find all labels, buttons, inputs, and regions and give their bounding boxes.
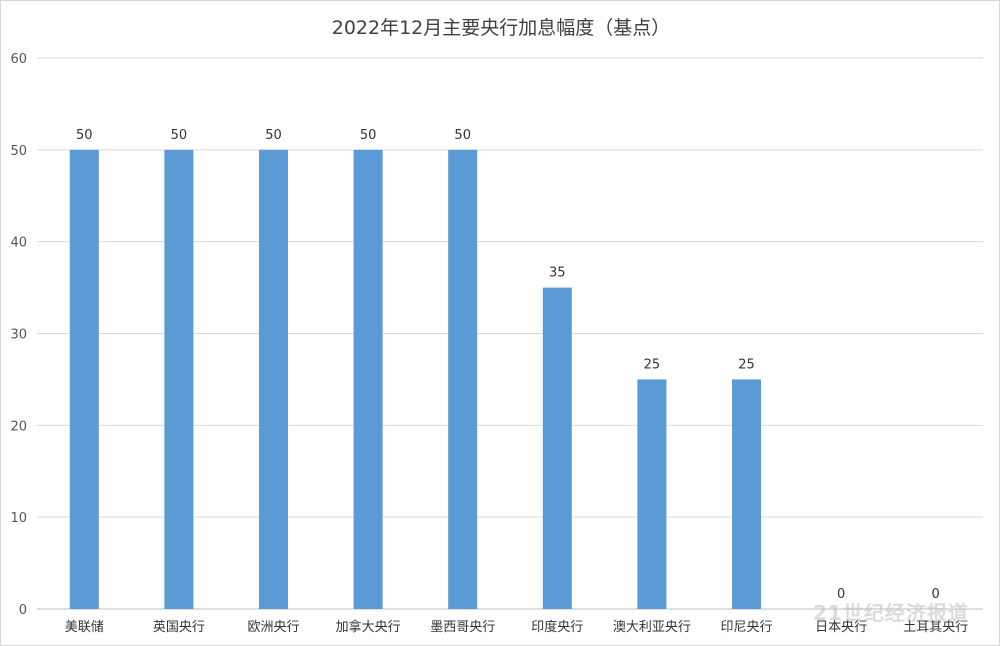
y-tick-label: 30 (10, 328, 27, 343)
x-tick-label: 印尼央行 (720, 620, 772, 635)
data-label: 50 (360, 128, 377, 143)
data-label: 50 (76, 128, 93, 143)
data-label: 0 (837, 587, 845, 602)
watermark: 21世纪经济报道 (813, 601, 969, 625)
x-tick-label: 加拿大央行 (336, 619, 401, 635)
y-tick-label: 0 (19, 603, 27, 618)
bar (164, 149, 194, 610)
y-tick-label: 40 (10, 236, 27, 251)
data-label: 50 (265, 128, 282, 143)
x-tick-label: 英国央行 (153, 620, 205, 635)
x-tick-label: 日本央行 (815, 620, 867, 635)
x-tick-label: 土耳其央行 (903, 620, 968, 635)
y-tick-label: 20 (10, 419, 27, 434)
x-tick-label: 欧洲央行 (247, 620, 299, 635)
x-tick-label: 墨西哥央行 (430, 620, 495, 635)
data-label: 50 (171, 128, 188, 143)
x-tick-label: 印度央行 (531, 619, 583, 635)
chart-title: 2022年12月主要央行加息幅度（基点） (331, 17, 671, 39)
data-label: 0 (932, 587, 940, 602)
x-tick-label: 美联储 (65, 620, 104, 635)
y-tick-label: 50 (10, 144, 27, 159)
bar (732, 379, 761, 609)
data-label: 35 (549, 266, 566, 281)
bar (69, 149, 99, 610)
bar (448, 149, 478, 610)
data-label: 50 (454, 128, 471, 143)
bar (353, 149, 383, 610)
data-label: 25 (644, 357, 661, 372)
bar (259, 149, 288, 610)
data-label: 25 (738, 357, 755, 372)
bar (542, 287, 572, 609)
y-tick-label: 60 (10, 52, 27, 67)
y-tick-label: 10 (10, 511, 27, 526)
x-tick-label: 澳大利亚央行 (613, 619, 691, 635)
bar (637, 379, 667, 609)
